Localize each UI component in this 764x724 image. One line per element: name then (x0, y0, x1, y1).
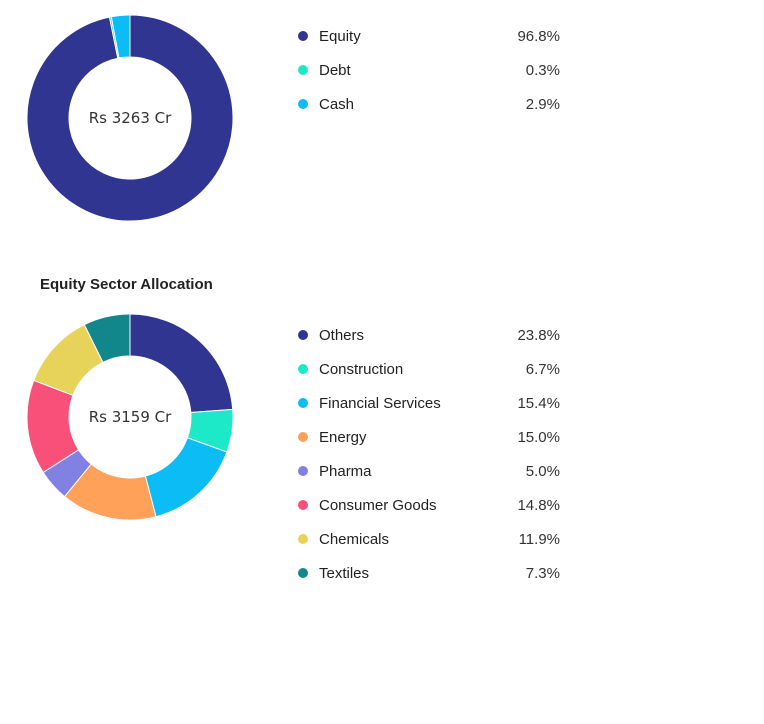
sector-allocation-legend: Others 23.8% Construction 6.7% Financial Ser… (298, 318, 560, 590)
legend-value: 11.9% (518, 530, 560, 548)
legend-label: Energy (319, 428, 367, 446)
legend-item-debt: Debt 0.3% (298, 53, 560, 87)
legend-value: 15.4% (517, 394, 560, 412)
legend-dot-icon (298, 466, 308, 476)
legend-dot-icon (298, 568, 308, 578)
slice-equity (27, 15, 233, 221)
legend-value: 2.9% (525, 95, 560, 113)
legend-item-energy: Energy 15.0% (298, 420, 560, 454)
legend-value: 15.0% (517, 428, 560, 446)
legend-dot-icon (298, 364, 308, 374)
legend-dot-icon (298, 534, 308, 544)
asset-allocation-donut: Rs 3263 Cr (27, 15, 233, 221)
legend-item-pharma: Pharma 5.0% (298, 454, 560, 488)
legend-label: Equity (319, 27, 361, 45)
legend-label: Cash (319, 95, 355, 113)
sector-allocation-donut: Rs 3159 Cr (27, 314, 233, 520)
legend-label: Chemicals (319, 530, 390, 548)
slice-textiles (83, 314, 131, 363)
legend-dot-icon (298, 65, 308, 75)
legend-dot-icon (298, 432, 308, 442)
legend-item-equity: Equity 96.8% (298, 19, 560, 53)
legend-value: 7.3% (525, 564, 560, 582)
legend-label: Textiles (319, 564, 370, 582)
slice-cash (110, 15, 131, 59)
legend-label: Pharma (319, 462, 372, 480)
legend-value: 14.8% (517, 496, 560, 514)
legend-value: 6.7% (525, 360, 560, 378)
sector-allocation-donut-svg (27, 314, 233, 520)
legend-label: Consumer Goods (319, 496, 437, 514)
legend-dot-icon (298, 330, 308, 340)
legend-item-others: Others 23.8% (298, 318, 560, 352)
slice-others (129, 314, 233, 414)
legend-value: 0.3% (525, 61, 560, 79)
legend-item-cash: Cash 2.9% (298, 87, 560, 121)
slice-financial-services (144, 437, 228, 518)
sector-allocation-title: Equity Sector Allocation (40, 276, 213, 293)
legend-label: Construction (319, 360, 404, 378)
legend-item-chemicals: Chemicals 11.9% (298, 522, 560, 556)
legend-dot-icon (298, 398, 308, 408)
legend-item-financial-services: Financial Services 15.4% (298, 386, 560, 420)
legend-value: 5.0% (525, 462, 560, 480)
legend-value: 23.8% (517, 326, 560, 344)
legend-value: 96.8% (517, 27, 560, 45)
legend-item-textiles: Textiles 7.3% (298, 556, 560, 590)
legend-dot-icon (298, 500, 308, 510)
asset-allocation-legend: Equity 96.8% Debt 0.3% Cash 2.9% (298, 19, 560, 121)
legend-label: Financial Services (319, 394, 441, 412)
asset-allocation-donut-svg (27, 15, 233, 221)
legend-item-consumer-goods: Consumer Goods 14.8% (298, 488, 560, 522)
legend-label: Others (319, 326, 365, 344)
legend-item-construction: Construction 6.7% (298, 352, 560, 386)
legend-label: Debt (319, 61, 351, 79)
legend-dot-icon (298, 99, 308, 109)
legend-dot-icon (298, 31, 308, 41)
